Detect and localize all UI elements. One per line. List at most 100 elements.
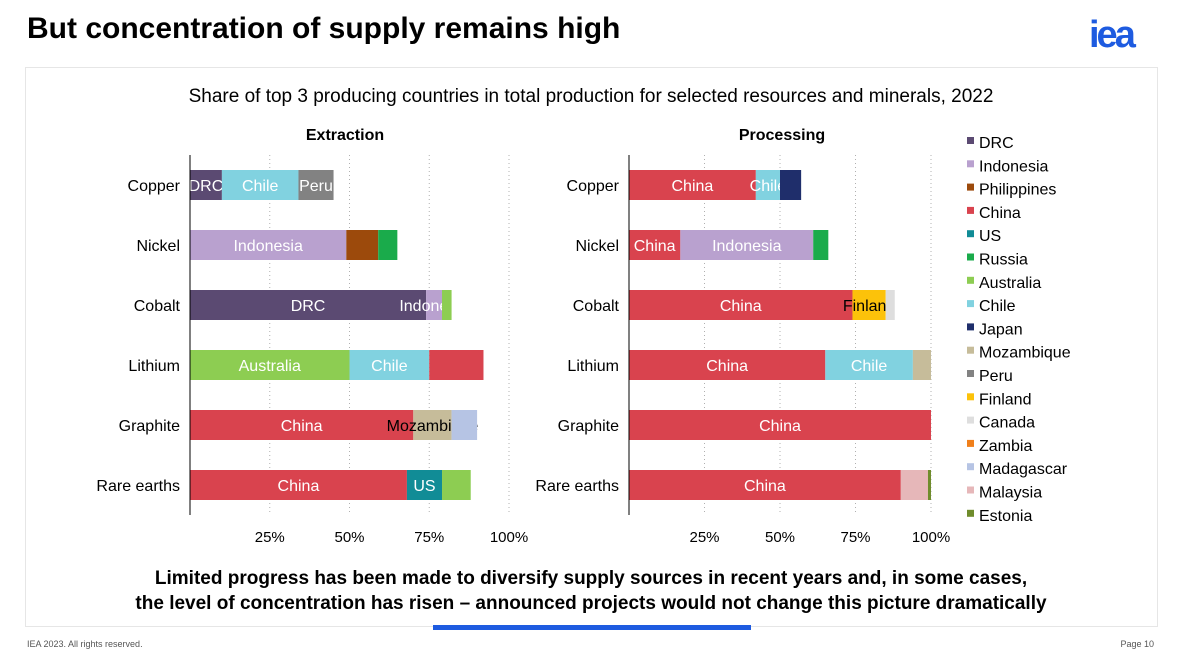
legend-swatch xyxy=(967,416,974,424)
bar-segment xyxy=(429,350,484,380)
bar-segment xyxy=(885,290,895,320)
bar-segment xyxy=(780,170,802,200)
category-label: Graphite xyxy=(119,418,180,435)
category-label: Cobalt xyxy=(573,298,620,315)
bar-label: Australia xyxy=(239,358,301,375)
legend-swatch xyxy=(967,346,974,354)
legend-swatch xyxy=(967,230,974,238)
bar-segment xyxy=(629,410,931,440)
category-label: Rare earths xyxy=(96,478,180,495)
category-label: Cobalt xyxy=(134,298,181,315)
bar-segment xyxy=(825,350,913,380)
bar-segment xyxy=(629,170,756,200)
bar-segment xyxy=(629,230,681,260)
page-number: Page 10 xyxy=(1120,639,1154,649)
bar-segment xyxy=(927,470,931,500)
x-tick-label: 50% xyxy=(765,529,795,546)
bar-segment xyxy=(680,230,814,260)
bar-label: Chile xyxy=(851,358,888,375)
legend-label: Mozambique xyxy=(979,345,1071,362)
legend-label: Australia xyxy=(979,275,1041,292)
bar-segment xyxy=(629,290,853,320)
legend-label: Madagascar xyxy=(979,461,1068,478)
legend-swatch xyxy=(967,253,974,261)
legend-label: Malaysia xyxy=(979,485,1042,502)
legend-swatch xyxy=(967,276,974,284)
bar-segment xyxy=(629,470,901,500)
bar-segment xyxy=(451,410,478,440)
bar-label: China xyxy=(744,478,786,495)
legend-label: Finland xyxy=(979,391,1031,408)
bar-label: US xyxy=(413,478,435,495)
bar-label: China xyxy=(720,298,762,315)
bar-segment xyxy=(190,290,427,320)
legend-label: China xyxy=(979,205,1021,222)
bar-label: Chile xyxy=(750,178,787,195)
bar-segment xyxy=(629,350,826,380)
bar-label: Indonesia xyxy=(712,238,781,255)
category-label: Copper xyxy=(128,178,181,195)
category-label: Copper xyxy=(567,178,620,195)
legend-swatch xyxy=(967,137,974,144)
bar-segment xyxy=(378,230,398,260)
bar-label: China xyxy=(672,178,714,195)
legend-label: US xyxy=(979,228,1001,245)
bar-label: Indonesia xyxy=(399,298,468,315)
legend-swatch xyxy=(967,183,974,191)
bar-segment xyxy=(442,290,452,320)
bar-segment xyxy=(190,410,414,440)
bar-label: China xyxy=(706,358,748,375)
bar-segment xyxy=(221,170,299,200)
legend-label: Chile xyxy=(979,298,1016,315)
bar-segment xyxy=(298,170,334,200)
bar-segment xyxy=(190,230,347,260)
legend-label: Japan xyxy=(979,321,1023,338)
legend-label: Peru xyxy=(979,368,1013,385)
bar-segment xyxy=(190,350,350,380)
bar-segment xyxy=(852,290,886,320)
bar-label: China xyxy=(278,478,320,495)
legend-swatch xyxy=(967,160,974,168)
bar-label: Peru xyxy=(299,178,333,195)
category-label: Lithium xyxy=(567,358,619,375)
bar-label: Chile xyxy=(371,358,408,375)
bar-label: DRC xyxy=(291,298,326,315)
legend-label: Philippines xyxy=(979,182,1056,199)
legend-label: DRC xyxy=(979,135,1014,152)
bar-label: Chile xyxy=(242,178,279,195)
legend-swatch xyxy=(967,509,974,517)
accent-bar xyxy=(433,625,751,630)
x-tick-label: 25% xyxy=(255,529,285,546)
bar-segment xyxy=(190,470,407,500)
bar-segment xyxy=(426,290,443,320)
x-tick-label: 50% xyxy=(334,529,364,546)
legend-swatch xyxy=(967,393,974,401)
slide-title: But concentration of supply remains high xyxy=(27,12,621,45)
x-tick-label: 100% xyxy=(912,529,950,546)
legend-swatch xyxy=(967,439,974,447)
x-tick-label: 25% xyxy=(689,529,719,546)
category-label: Graphite xyxy=(558,418,619,435)
chart-title: Share of top 3 producing countries in to… xyxy=(188,86,994,107)
category-label: Nickel xyxy=(136,238,180,255)
bar-label: Indonesia xyxy=(233,238,302,255)
legend-label: Indonesia xyxy=(979,158,1048,175)
bar-label: China xyxy=(759,418,801,435)
legend-label: Canada xyxy=(979,415,1035,432)
bar-label: Finland xyxy=(843,298,895,315)
bar-segment xyxy=(190,170,222,200)
bar-segment xyxy=(442,470,471,500)
category-label: Nickel xyxy=(575,238,619,255)
bar-segment xyxy=(406,470,443,500)
legend-label: Estonia xyxy=(979,508,1032,525)
legend-swatch xyxy=(967,463,974,471)
legend-swatch xyxy=(967,486,974,494)
bar-segment xyxy=(813,230,829,260)
x-tick-label: 75% xyxy=(414,529,444,546)
bar-label: China xyxy=(281,418,323,435)
bar-segment xyxy=(413,410,452,440)
legend-swatch xyxy=(967,300,974,308)
legend-label: Russia xyxy=(979,252,1028,269)
bar-label: China xyxy=(634,238,676,255)
